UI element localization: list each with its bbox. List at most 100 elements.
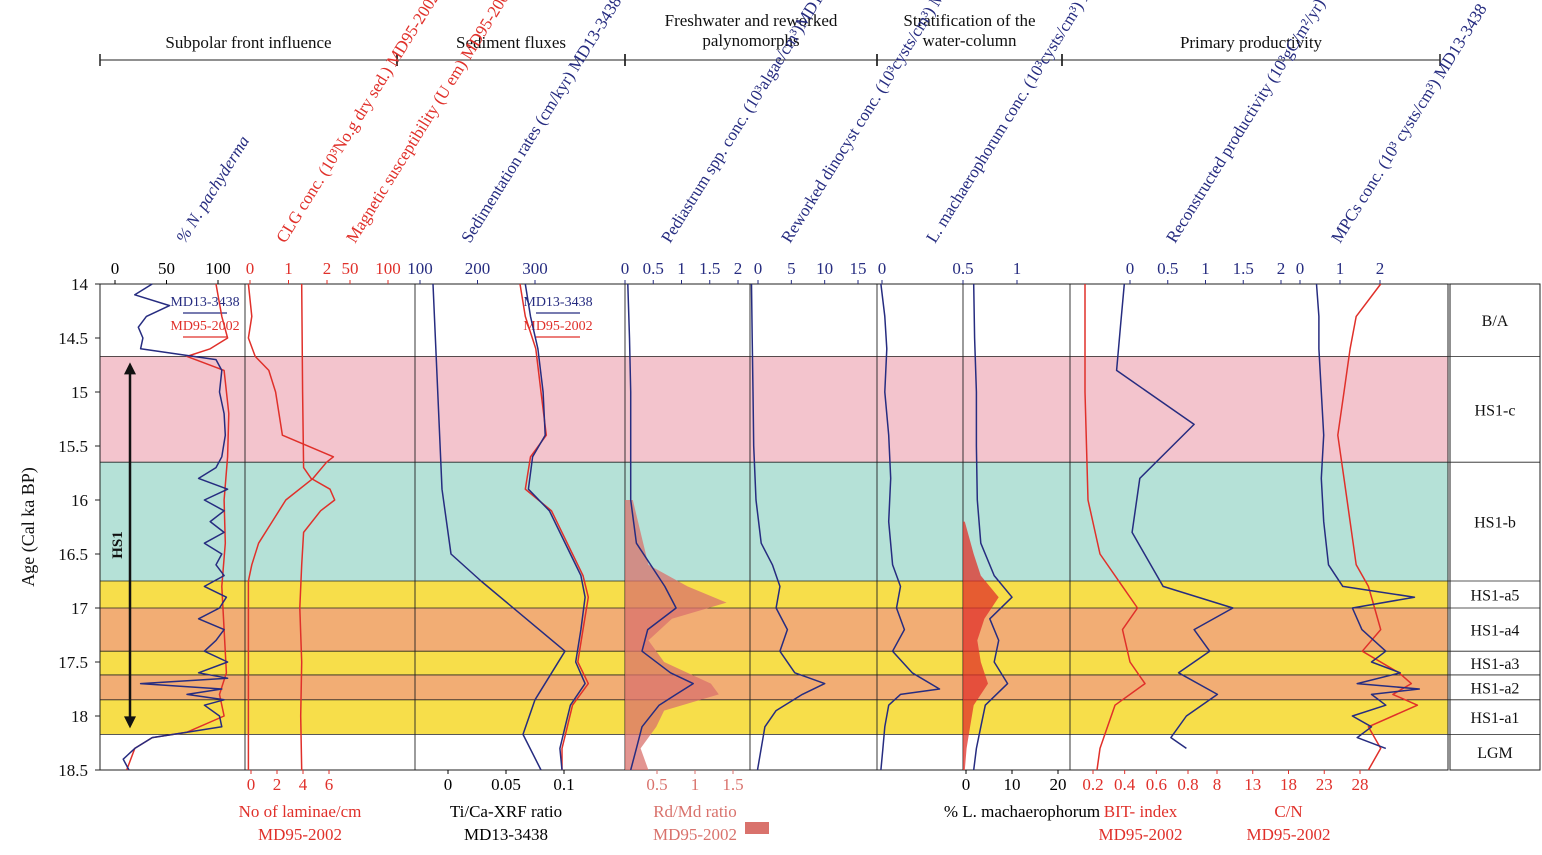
y-tick-label: 17 (71, 599, 89, 618)
zone-label: HS1-a4 (1471, 623, 1520, 640)
bottom-tick-label: 0.05 (491, 775, 521, 794)
bottom-tick-label: 10 (1004, 775, 1021, 794)
zone-band (100, 608, 1448, 652)
climate-zone-bands (100, 283, 1540, 770)
y-tick-label: 16 (71, 491, 88, 510)
bottom-axis-subtitle: MD13-3438 (464, 825, 548, 844)
top-tick-label: 2 (1277, 259, 1286, 278)
top-tick-label: 1 (1336, 259, 1345, 278)
bottom-tick-label: 0 (962, 775, 971, 794)
hs1-arrow-head (124, 716, 136, 729)
bottom-tick-label: 1 (691, 775, 700, 794)
bottom-axis-title: Rd/Md ratio (653, 802, 737, 821)
series-line (627, 283, 694, 771)
rdmd-legend-swatch (745, 822, 769, 834)
group-title: Stratification of the water-column (903, 11, 1035, 50)
legend-label: MD95-2002 (523, 319, 592, 334)
bottom-tick-label: 2 (273, 775, 282, 794)
y-tick-label: 16.5 (58, 545, 88, 564)
proxy-group-headers: Subpolar front influence Sediment fluxes F… (99, 11, 1441, 66)
bottom-axis-subtitle: MD95-2002 (1098, 825, 1182, 844)
bottom-tick-label: 0.5 (646, 775, 667, 794)
top-tick-label: 50 (342, 259, 359, 278)
top-tick-label: 0 (1126, 259, 1135, 278)
top-tick-label: 0.5 (1157, 259, 1178, 278)
series-line (299, 283, 336, 771)
bottom-tick-label: 13 (1244, 775, 1261, 794)
series-line (1337, 283, 1419, 771)
zone-band (100, 462, 1448, 581)
y-tick-label: 17.5 (58, 653, 88, 672)
top-tick-label: 1 (1013, 259, 1022, 278)
group-title-line: palynomorphs (702, 31, 799, 50)
series-line (1084, 284, 1146, 771)
top-tick-label: 100 (375, 259, 401, 278)
proxy-label: MPCs conc. (10³ cysts/cm³) MD13-3438 (1327, 0, 1490, 246)
zone-label: LGM (1477, 745, 1513, 762)
top-tick-label: 0 (878, 259, 887, 278)
legend-label: MD95-2002 (170, 319, 239, 334)
legend-label: MD13-3438 (170, 295, 239, 310)
bottom-tick-label: 0.2 (1082, 775, 1103, 794)
bottom-tick-label: 0.4 (1114, 775, 1136, 794)
top-tick-label: 0 (754, 259, 763, 278)
y-tick-label: 14 (71, 275, 89, 294)
age-axis: 14 14.5 15 15.5 16 16.5 17 17.5 18 18.5 Age (Cal k… (18, 275, 136, 780)
y-tick-label: 18 (71, 707, 88, 726)
top-tick-label: 0.5 (643, 259, 664, 278)
top-tick-label: 5 (787, 259, 796, 278)
zone-labels: B/A HS1-c HS1-b HS1-a5 HS1-a4 HS1-a3 HS1-a2 HS1… (1471, 313, 1520, 762)
top-tick-label: 0 (1296, 259, 1305, 278)
top-tick-label: 1 (1201, 259, 1210, 278)
bottom-tick-label: 6 (325, 775, 334, 794)
bottom-axis-title: No of laminae/cm (239, 802, 362, 821)
group-title: Primary productivity (1180, 33, 1323, 52)
zone-band (100, 284, 1448, 357)
top-tick-label: 1 (284, 259, 293, 278)
y-tick-label: 15.5 (58, 437, 88, 456)
top-tick-label: 10 (816, 259, 833, 278)
group-title-line: water-column (922, 31, 1017, 50)
series-line (972, 283, 1013, 771)
bottom-tick-label: 20 (1050, 775, 1067, 794)
bottom-tick-label: 0.1 (553, 775, 574, 794)
zone-band (100, 699, 1448, 735)
group-title: Freshwater and reworked palynomorphs (665, 11, 838, 50)
bottom-tick-label: 0 (444, 775, 453, 794)
proxy-label: % N. pachyderma (172, 132, 253, 246)
top-tick-label: 300 (522, 259, 548, 278)
y-tick-label: 18.5 (58, 761, 88, 780)
zone-label: HS1-a1 (1471, 710, 1520, 727)
top-tick-label: 0 (621, 259, 630, 278)
group-title: Sediment fluxes (456, 33, 566, 52)
top-tick-label: 2 (734, 259, 743, 278)
bottom-axis-subtitle: MD95-2002 (653, 825, 737, 844)
y-tick-label: 14.5 (58, 329, 88, 348)
zone-band (100, 734, 1448, 770)
group-title: Subpolar front influence (165, 33, 331, 52)
top-tick-label: 200 (465, 259, 491, 278)
bottom-tick-label: 0 (247, 775, 256, 794)
y-tick-label: 15 (71, 383, 88, 402)
legend-label: MD13-3438 (523, 295, 592, 310)
hs1-label: HS1 (110, 531, 126, 559)
zone-band (100, 674, 1448, 700)
top-tick-label: 1.5 (1233, 259, 1254, 278)
zone-band (100, 651, 1448, 675)
top-tick-label: 2 (323, 259, 332, 278)
series-line (122, 283, 229, 771)
zone-label: HS1-c (1475, 402, 1516, 419)
top-tick-label: 0 (246, 259, 255, 278)
zone-band (100, 581, 1448, 608)
top-tick-label: 1 (677, 259, 686, 278)
hs1-arrow-head (124, 362, 136, 375)
bottom-axis-title: Ti/Ca-XRF ratio (450, 802, 562, 821)
group-title-line: Stratification of the (903, 11, 1035, 30)
bottom-tick-label: 0.8 (1177, 775, 1198, 794)
proxy-panel: 0.5 10 10 20% L. machaerophorum (944, 259, 1100, 821)
bottom-tick-label: 4 (299, 775, 308, 794)
series-line (247, 283, 335, 770)
zone-band (100, 356, 1448, 463)
bottom-tick-label: 8 (1213, 775, 1222, 794)
